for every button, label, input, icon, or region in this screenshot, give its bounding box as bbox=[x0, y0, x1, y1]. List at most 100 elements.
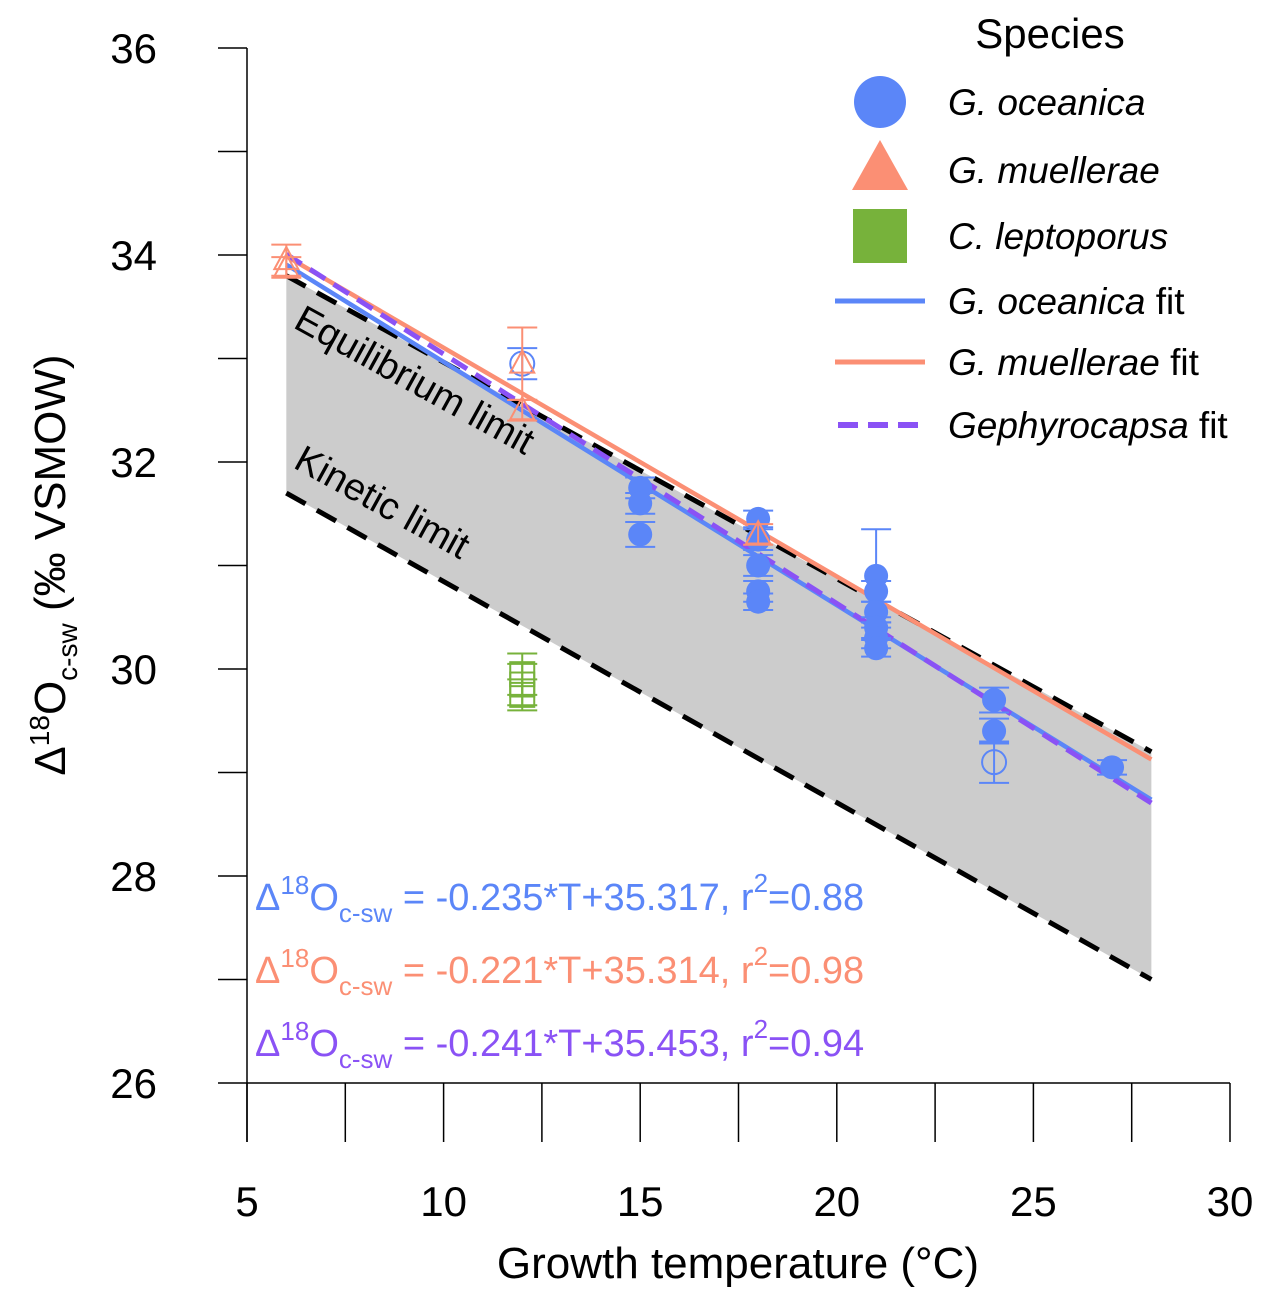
y-title-main: O bbox=[26, 681, 75, 715]
y-axis-title: Δ18Oc-sw (‰ VSMOW) bbox=[24, 354, 83, 775]
point-marker bbox=[864, 579, 889, 604]
fit-line-1 bbox=[285, 254, 1153, 762]
equation-0: Δ18Oc-sw = -0.235*T+35.317, r2=0.88 bbox=[255, 868, 864, 928]
y-tick-label: 28 bbox=[110, 853, 157, 900]
legend-item-0: G. oceanica bbox=[854, 76, 1145, 128]
eq-sup: 18 bbox=[280, 870, 309, 900]
kinetic-equilibrium-band bbox=[286, 275, 1152, 980]
data-points bbox=[271, 243, 1128, 784]
point-0-17 bbox=[979, 740, 1010, 784]
point-1-3 bbox=[507, 394, 538, 422]
point-marker bbox=[746, 589, 771, 614]
point-0-14 bbox=[861, 636, 892, 661]
point-0-6 bbox=[743, 553, 774, 578]
y-tick-label: 30 bbox=[110, 646, 157, 693]
point-marker bbox=[508, 394, 536, 421]
eq-r2-sup: 2 bbox=[754, 1014, 768, 1044]
point-marker bbox=[272, 252, 300, 278]
eq-main: O bbox=[309, 1023, 339, 1065]
x-axis-title: Growth temperature (°C) bbox=[497, 1239, 979, 1288]
eq-sup: 18 bbox=[280, 1016, 309, 1046]
legend-species-name: G. oceanica bbox=[948, 281, 1145, 322]
point-marker bbox=[1100, 755, 1125, 780]
eq-lhs: = -0.241*T+35.453, r bbox=[392, 1023, 754, 1065]
legend-species-name: C. leptoporus bbox=[948, 216, 1168, 257]
x-tick-label: 5 bbox=[235, 1178, 258, 1225]
legend-title: Species bbox=[975, 10, 1124, 57]
point-1-1 bbox=[271, 252, 302, 279]
limit-line-equilibrium bbox=[285, 273, 1153, 754]
axes: 5 10 15 20 25 30 26 28 30 32 34 36 Growth temperatur… bbox=[24, 25, 1253, 1288]
point-1-4 bbox=[743, 519, 774, 546]
legend-label: G. oceanica bbox=[948, 82, 1145, 123]
legend-species-name: Gephyrocapsa bbox=[948, 405, 1189, 446]
legend-label: G. muellerae fit bbox=[948, 342, 1200, 383]
point-marker bbox=[746, 553, 771, 578]
x-tick-label: 10 bbox=[420, 1178, 467, 1225]
eq-sub: c-sw bbox=[339, 971, 393, 1001]
point-marker bbox=[628, 491, 653, 516]
legend-suffix: fit bbox=[1189, 405, 1229, 446]
legend-suffix: fit bbox=[1145, 281, 1185, 322]
legend-label: C. leptoporus bbox=[948, 216, 1168, 257]
point-0-15 bbox=[979, 686, 1010, 714]
legend-marker-circle bbox=[854, 76, 906, 128]
legend-marker-square bbox=[853, 209, 907, 263]
eq-sup: 18 bbox=[280, 943, 309, 973]
point-marker bbox=[744, 519, 772, 545]
eq-main: O bbox=[309, 950, 339, 992]
x-tick-label: 15 bbox=[617, 1178, 664, 1225]
eq-lhs: = -0.221*T+35.314, r bbox=[392, 950, 754, 992]
point-marker bbox=[982, 719, 1007, 744]
point-marker bbox=[981, 749, 1008, 776]
fit-equations: Δ18Oc-sw = -0.235*T+35.317, r2=0.88Δ18Oc… bbox=[255, 868, 864, 1074]
eq-sub: c-sw bbox=[339, 1044, 393, 1074]
y-title-sub: c-sw bbox=[52, 622, 83, 680]
legend-item-4: G. muellerae fit bbox=[835, 342, 1200, 383]
legend-label: G. muellerae bbox=[948, 150, 1160, 191]
legend-item-5: Gephyrocapsa fit bbox=[838, 405, 1228, 446]
point-0-2 bbox=[625, 491, 656, 516]
point-marker bbox=[508, 348, 536, 374]
x-tick-label: 25 bbox=[1010, 1178, 1057, 1225]
y-title-sup: 18 bbox=[24, 715, 55, 746]
legend-suffix: fit bbox=[1160, 342, 1200, 383]
legend-species-name: G. oceanica bbox=[948, 82, 1145, 123]
eq-r2-sup: 2 bbox=[754, 868, 768, 898]
limit-lines bbox=[285, 273, 1153, 982]
point-2-2 bbox=[507, 678, 538, 712]
eq-main: O bbox=[309, 877, 339, 919]
limit-line-kinetic bbox=[285, 490, 1153, 982]
point-marker bbox=[509, 681, 536, 708]
y-tick-label: 26 bbox=[110, 1060, 157, 1107]
eq-r2-sup: 2 bbox=[754, 941, 768, 971]
point-marker bbox=[864, 636, 889, 661]
eq-sub: c-sw bbox=[339, 898, 393, 928]
legend: Species G. oceanica G. muellerae C. leptopo… bbox=[835, 10, 1228, 446]
legend-item-2: C. leptoporus bbox=[853, 209, 1168, 263]
eq-delta: Δ bbox=[255, 1023, 280, 1065]
y-title-rest: (‰ VSMOW) bbox=[26, 354, 75, 623]
x-tick-label: 20 bbox=[813, 1178, 860, 1225]
point-0-3 bbox=[625, 521, 656, 548]
y-tick-label: 34 bbox=[110, 232, 157, 279]
x-tick-label: 30 bbox=[1207, 1178, 1254, 1225]
y-title-delta: Δ bbox=[26, 746, 75, 775]
legend-label: Gephyrocapsa fit bbox=[948, 405, 1228, 446]
point-0-18 bbox=[1097, 755, 1128, 780]
point-marker bbox=[628, 522, 653, 547]
legend-marker-triangle bbox=[852, 140, 908, 190]
legend-label: G. oceanica fit bbox=[948, 281, 1185, 322]
legend-item-1: G. muellerae bbox=[852, 140, 1160, 191]
legend-species-name: G. muellerae bbox=[948, 150, 1160, 191]
eq-rhs: =0.98 bbox=[768, 950, 864, 992]
y-tick-label: 32 bbox=[110, 439, 157, 486]
equation-2: Δ18Oc-sw = -0.241*T+35.453, r2=0.94 bbox=[255, 1014, 864, 1074]
eq-rhs: =0.94 bbox=[768, 1023, 864, 1065]
y-tick-label: 36 bbox=[110, 25, 157, 72]
legend-item-3: G. oceanica fit bbox=[835, 281, 1185, 322]
shaded-band bbox=[286, 275, 1152, 980]
eq-rhs: =0.88 bbox=[768, 877, 864, 919]
equation-1: Δ18Oc-sw = -0.221*T+35.314, r2=0.98 bbox=[255, 941, 864, 1001]
